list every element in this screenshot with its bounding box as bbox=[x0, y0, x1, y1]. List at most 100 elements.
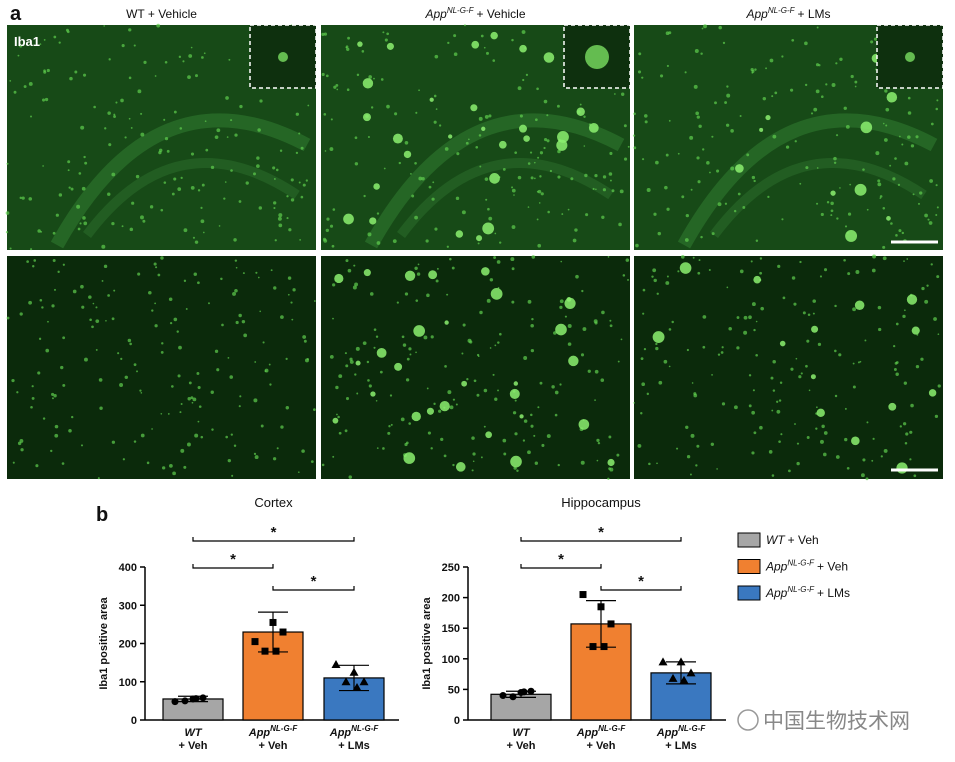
plaque bbox=[455, 462, 466, 472]
cell bbox=[354, 162, 359, 166]
cell bbox=[847, 272, 851, 276]
cell bbox=[818, 64, 821, 67]
cell bbox=[38, 337, 42, 340]
cell bbox=[816, 202, 819, 205]
cell bbox=[476, 393, 480, 397]
cell bbox=[142, 219, 146, 223]
plaque bbox=[510, 455, 522, 468]
cell bbox=[107, 294, 110, 297]
cell bbox=[180, 176, 183, 179]
cell bbox=[862, 458, 866, 462]
cell bbox=[890, 222, 893, 225]
cell bbox=[608, 172, 613, 176]
cell bbox=[95, 306, 98, 309]
cell bbox=[465, 141, 469, 145]
cell bbox=[302, 335, 307, 339]
cell bbox=[473, 379, 477, 383]
cell bbox=[806, 339, 810, 343]
cell bbox=[752, 389, 755, 392]
cell bbox=[852, 307, 857, 312]
cell bbox=[68, 429, 72, 433]
cell bbox=[383, 167, 386, 170]
cell bbox=[435, 108, 438, 110]
plaque bbox=[403, 150, 412, 159]
cell bbox=[26, 260, 29, 263]
cell bbox=[536, 87, 539, 91]
cell bbox=[805, 364, 808, 368]
cell bbox=[804, 83, 808, 87]
cell bbox=[475, 145, 479, 149]
plaque bbox=[403, 452, 416, 464]
label-main: App bbox=[424, 7, 447, 21]
data-point bbox=[509, 693, 517, 701]
cell bbox=[531, 255, 536, 259]
cell bbox=[671, 320, 674, 324]
cell bbox=[546, 139, 550, 143]
cell bbox=[595, 188, 597, 191]
cell bbox=[697, 180, 701, 184]
cell bbox=[680, 255, 685, 259]
cell bbox=[833, 156, 837, 161]
cell bbox=[161, 342, 164, 345]
plaque bbox=[370, 391, 376, 397]
cell bbox=[609, 324, 613, 328]
chart-title: Cortex bbox=[254, 495, 293, 510]
cell bbox=[153, 262, 157, 266]
significance-label: * bbox=[271, 524, 277, 541]
cell bbox=[272, 457, 277, 461]
cell bbox=[390, 423, 393, 426]
cell bbox=[514, 151, 518, 155]
cell bbox=[882, 256, 887, 261]
cell bbox=[298, 132, 301, 135]
cell bbox=[794, 140, 797, 143]
cell bbox=[820, 212, 824, 217]
cell bbox=[368, 75, 372, 79]
cell bbox=[225, 96, 229, 100]
cell bbox=[121, 225, 124, 228]
cell bbox=[205, 148, 209, 152]
cell bbox=[31, 396, 35, 400]
cell bbox=[54, 433, 59, 438]
cell bbox=[254, 455, 259, 460]
cell bbox=[224, 181, 227, 183]
cell bbox=[273, 178, 276, 180]
cell bbox=[418, 176, 423, 181]
cell bbox=[751, 410, 756, 415]
cell bbox=[214, 135, 219, 139]
cell bbox=[361, 50, 365, 53]
cell bbox=[253, 398, 258, 403]
cell bbox=[178, 55, 182, 59]
plaque bbox=[392, 133, 403, 144]
cell bbox=[19, 44, 23, 48]
cell bbox=[164, 60, 168, 64]
cell bbox=[310, 460, 314, 464]
cell bbox=[611, 189, 615, 193]
cell bbox=[935, 107, 939, 111]
cell bbox=[816, 167, 819, 169]
cell bbox=[414, 161, 417, 165]
cell bbox=[889, 164, 892, 167]
cell bbox=[366, 360, 370, 364]
cell bbox=[332, 208, 336, 211]
cell bbox=[367, 135, 370, 138]
cell bbox=[936, 99, 939, 102]
cell bbox=[347, 268, 352, 273]
cell bbox=[154, 324, 158, 328]
cell bbox=[880, 455, 883, 458]
cell bbox=[233, 444, 237, 447]
data-point bbox=[269, 618, 277, 626]
cell bbox=[21, 196, 25, 200]
cell bbox=[901, 231, 905, 235]
cell bbox=[594, 173, 598, 178]
cell bbox=[714, 101, 717, 105]
label-main: App bbox=[765, 586, 788, 600]
cell bbox=[245, 181, 249, 185]
cell bbox=[795, 357, 798, 360]
cell bbox=[51, 397, 54, 400]
cell bbox=[137, 272, 141, 276]
cell bbox=[619, 189, 624, 194]
label-sup: NL-G-F bbox=[768, 6, 796, 15]
cell bbox=[695, 464, 698, 467]
plaque bbox=[355, 360, 361, 366]
cell bbox=[136, 370, 138, 373]
